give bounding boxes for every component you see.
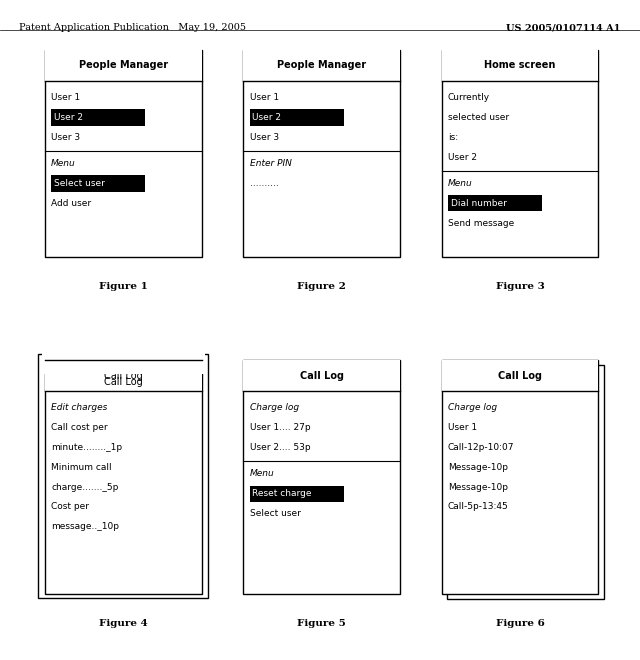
Bar bbox=[51, 176, 145, 191]
Bar bbox=[442, 360, 598, 594]
Text: Figure 2: Figure 2 bbox=[297, 282, 346, 292]
Text: ..........: .......... bbox=[250, 179, 278, 188]
Text: Call cost per: Call cost per bbox=[51, 423, 108, 432]
Text: User 2: User 2 bbox=[252, 113, 281, 122]
Text: Message-10p: Message-10p bbox=[448, 463, 508, 472]
Text: Menu: Menu bbox=[51, 159, 76, 168]
Text: User 2: User 2 bbox=[448, 152, 477, 162]
Text: Message-10p: Message-10p bbox=[448, 482, 508, 492]
Text: User 3: User 3 bbox=[250, 133, 279, 142]
Text: User 1.... 27p: User 1.... 27p bbox=[250, 423, 310, 432]
Text: US 2005/0107114 A1: US 2005/0107114 A1 bbox=[506, 23, 621, 32]
Text: minute........_1p: minute........_1p bbox=[51, 443, 122, 452]
Text: Figure 6: Figure 6 bbox=[495, 619, 545, 628]
Text: selected user: selected user bbox=[448, 113, 509, 122]
Text: Select user: Select user bbox=[250, 509, 300, 518]
Text: Send message: Send message bbox=[448, 218, 515, 228]
Text: Edit charges: Edit charges bbox=[51, 403, 108, 412]
Text: Figure 3: Figure 3 bbox=[495, 282, 545, 292]
Bar bbox=[243, 50, 400, 257]
Text: is:: is: bbox=[448, 133, 458, 142]
Text: Charge log: Charge log bbox=[250, 403, 299, 412]
Text: User 1: User 1 bbox=[51, 93, 81, 102]
Bar bbox=[42, 343, 205, 374]
Bar bbox=[250, 110, 344, 125]
Text: Reset charge: Reset charge bbox=[252, 489, 312, 498]
Bar bbox=[448, 195, 542, 211]
Text: User 1: User 1 bbox=[250, 93, 279, 102]
Text: Call-5p-13:45: Call-5p-13:45 bbox=[448, 502, 509, 512]
Bar bbox=[442, 360, 598, 391]
Text: User 3: User 3 bbox=[51, 133, 81, 142]
Text: Minimum call: Minimum call bbox=[51, 463, 112, 472]
Text: Enter PIN: Enter PIN bbox=[250, 159, 291, 168]
Bar bbox=[447, 365, 604, 599]
Bar bbox=[51, 110, 145, 125]
Text: Currently: Currently bbox=[448, 93, 490, 102]
Bar bbox=[442, 50, 598, 257]
Bar bbox=[250, 486, 344, 502]
Text: Menu: Menu bbox=[250, 469, 275, 478]
Text: People Manager: People Manager bbox=[79, 60, 168, 71]
Text: charge......._5p: charge......._5p bbox=[51, 482, 118, 492]
Text: Charge log: Charge log bbox=[448, 403, 497, 412]
Bar bbox=[243, 50, 400, 81]
Bar bbox=[45, 360, 202, 391]
Text: message.._10p: message.._10p bbox=[51, 522, 119, 531]
Bar bbox=[45, 360, 202, 594]
Text: Home screen: Home screen bbox=[484, 60, 556, 71]
Text: Call Log: Call Log bbox=[300, 370, 344, 381]
Text: Patent Application Publication   May 19, 2005: Patent Application Publication May 19, 2… bbox=[19, 23, 246, 32]
Text: Add user: Add user bbox=[51, 199, 92, 208]
Bar bbox=[45, 50, 202, 257]
Text: Call Log: Call Log bbox=[104, 377, 143, 387]
Text: Call Log: Call Log bbox=[104, 370, 143, 381]
Text: Select user: Select user bbox=[54, 179, 104, 188]
Text: Figure 5: Figure 5 bbox=[297, 619, 346, 628]
Text: User 2: User 2 bbox=[54, 113, 83, 122]
Text: Call-12p-10:07: Call-12p-10:07 bbox=[448, 443, 515, 452]
Text: Call Log: Call Log bbox=[498, 370, 542, 381]
Text: Dial number: Dial number bbox=[451, 199, 506, 208]
Bar bbox=[243, 360, 400, 391]
Text: Figure 4: Figure 4 bbox=[99, 619, 148, 628]
Text: Figure 1: Figure 1 bbox=[99, 282, 148, 292]
Text: User 2.... 53p: User 2.... 53p bbox=[250, 443, 310, 452]
Text: Cost per: Cost per bbox=[51, 502, 89, 512]
Text: Menu: Menu bbox=[448, 179, 473, 188]
Bar bbox=[243, 360, 400, 594]
Text: User 1: User 1 bbox=[448, 423, 477, 432]
Bar bbox=[45, 50, 202, 81]
Text: People Manager: People Manager bbox=[277, 60, 366, 71]
Bar bbox=[38, 354, 208, 598]
Bar bbox=[442, 50, 598, 81]
